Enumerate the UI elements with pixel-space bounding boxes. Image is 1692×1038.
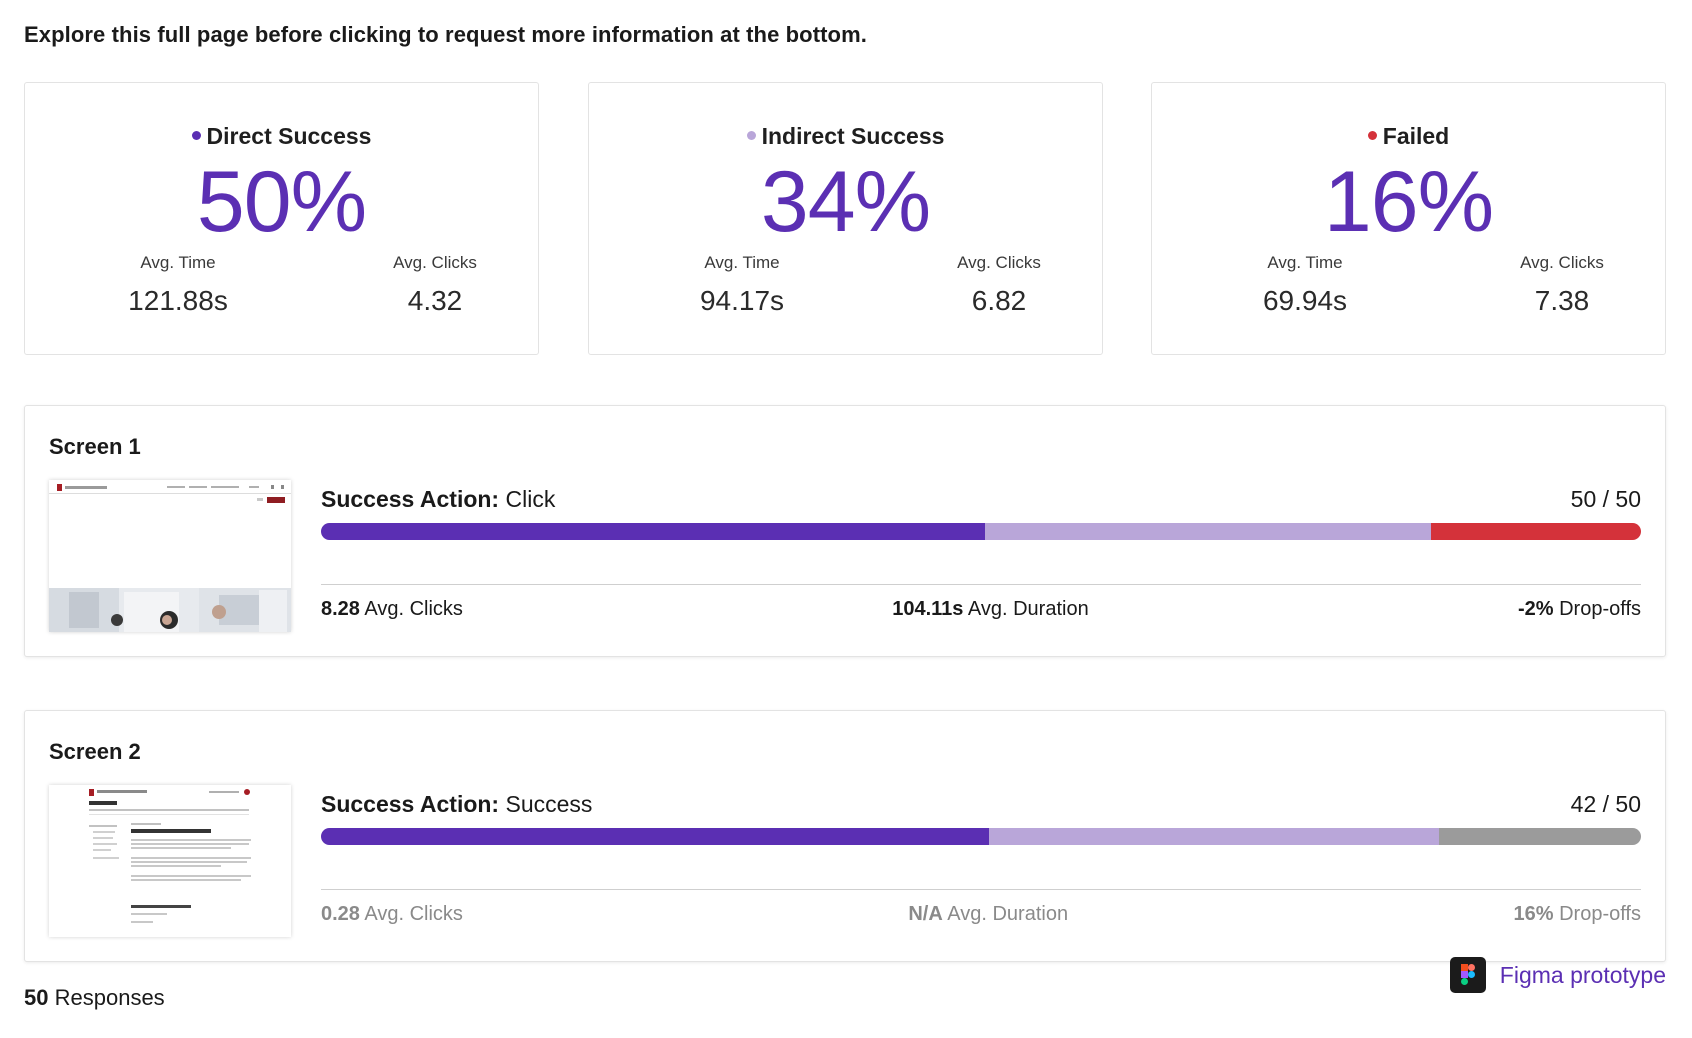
failed-dot-icon xyxy=(1367,131,1377,140)
avg-duration-stat: 104.11s Avg. Duration xyxy=(892,598,1088,621)
avg-clicks-value: 6.82 xyxy=(971,285,1027,316)
avg-time-metric: Avg. Time 69.94s xyxy=(1205,253,1405,317)
screen-card-1[interactable]: Screen 1 Success xyxy=(24,405,1666,657)
responses-total: 50 Responses xyxy=(24,985,165,1011)
success-action-prefix: Success Action: xyxy=(321,791,500,817)
response-count: 50 / 50 xyxy=(1570,486,1641,512)
avg-clicks-stat-value: 8.28 xyxy=(321,598,360,620)
stat-title-row: Failed xyxy=(1152,123,1665,150)
drop-offs-stat: 16% Drop-offs xyxy=(1514,903,1641,926)
screen-thumbnail[interactable] xyxy=(49,480,291,632)
screen-card-2[interactable]: Screen 2 xyxy=(24,710,1666,962)
responses-count: 50 xyxy=(24,985,49,1010)
avg-time-metric: Avg. Time 94.17s xyxy=(642,253,842,317)
avg-clicks-label: Avg. Clicks xyxy=(957,253,1041,272)
drop-offs-stat-label: Drop-offs xyxy=(1559,903,1641,925)
avg-duration-stat-value: 104.11s xyxy=(892,598,964,620)
success-action-value: Success xyxy=(505,791,593,817)
stat-card-failed: Failed 16% Avg. Time 69.94s Avg. Clicks … xyxy=(1151,82,1666,355)
avg-time-label: Avg. Time xyxy=(140,253,216,272)
avg-time-label: Avg. Time xyxy=(1267,253,1343,272)
success-action: Success Action: Click xyxy=(321,486,555,513)
avg-clicks-stat-label: Avg. Clicks xyxy=(364,903,463,925)
page-instruction: Explore this full page before clicking t… xyxy=(24,22,867,47)
screen-title: Screen 1 xyxy=(49,434,141,459)
drop-offs-stat: -2% Drop-offs xyxy=(1518,598,1641,621)
bar-segment-indirect xyxy=(988,828,1440,845)
result-bar xyxy=(321,523,1641,540)
screen-1-preview-image xyxy=(49,480,291,632)
drop-offs-stat-value: -2% xyxy=(1517,598,1554,620)
avg-clicks-stat-label: Avg. Clicks xyxy=(364,598,463,620)
indirect-success-dot-icon xyxy=(746,131,756,140)
response-count: 42 / 50 xyxy=(1570,791,1641,817)
figma-prototype-label[interactable]: Figma prototype xyxy=(1499,961,1666,988)
bar-segment-indirect xyxy=(984,523,1432,540)
success-action: Success Action: Success xyxy=(321,791,592,818)
bar-segment-dropoff xyxy=(1439,828,1641,845)
responses-label: Responses xyxy=(54,985,165,1010)
screen-2-preview-image xyxy=(49,785,291,937)
screen-stats: 0.28 Avg. Clicks N/A Avg. Duration 16% D… xyxy=(321,903,1641,926)
avg-time-value: 69.94s xyxy=(1262,285,1348,316)
avg-clicks-label: Avg. Clicks xyxy=(393,253,477,272)
avg-time-value: 94.17s xyxy=(699,285,785,316)
bar-segment-failed xyxy=(1431,523,1641,540)
success-action-value: Click xyxy=(505,486,556,512)
avg-clicks-stat: 0.28 Avg. Clicks xyxy=(321,903,463,926)
avg-duration-stat-value: N/A xyxy=(908,903,943,925)
stat-title: Failed xyxy=(1382,123,1450,149)
screen-stats: 8.28 Avg. Clicks 104.11s Avg. Duration -… xyxy=(321,598,1641,621)
avg-clicks-value: 4.32 xyxy=(407,285,463,316)
stat-percent: 16% xyxy=(1323,154,1494,250)
avg-clicks-stat: 8.28 Avg. Clicks xyxy=(321,598,463,621)
avg-clicks-metric: Avg. Clicks 6.82 xyxy=(899,253,1099,317)
avg-clicks-label: Avg. Clicks xyxy=(1520,253,1604,272)
avg-duration-stat-label: Avg. Duration xyxy=(947,903,1069,925)
stat-title: Indirect Success xyxy=(761,123,945,149)
direct-success-dot-icon xyxy=(191,131,201,140)
avg-time-value: 121.88s xyxy=(128,285,228,316)
avg-duration-stat: N/A Avg. Duration xyxy=(908,903,1068,926)
figma-logo-icon xyxy=(1449,957,1486,993)
stat-card-indirect-success: Indirect Success 34% Avg. Time 94.17s Av… xyxy=(588,82,1103,355)
drop-offs-stat-label: Drop-offs xyxy=(1559,598,1641,620)
drop-offs-stat-value: 16% xyxy=(1513,903,1554,925)
avg-clicks-metric: Avg. Clicks 7.38 xyxy=(1462,253,1662,317)
figma-prototype-link[interactable]: Figma prototype xyxy=(1449,957,1666,993)
divider xyxy=(321,889,1641,890)
avg-time-metric: Avg. Time 121.88s xyxy=(78,253,278,317)
stat-percent: 50% xyxy=(196,154,367,250)
avg-clicks-value: 7.38 xyxy=(1534,285,1590,316)
stat-title-row: Direct Success xyxy=(25,123,538,150)
screen-thumbnail[interactable] xyxy=(49,785,291,937)
stat-card-direct-success: Direct Success 50% Avg. Time 121.88s Avg… xyxy=(24,82,539,355)
avg-clicks-metric: Avg. Clicks 4.32 xyxy=(335,253,535,317)
bar-segment-direct xyxy=(321,523,985,540)
avg-time-label: Avg. Time xyxy=(704,253,780,272)
success-action-prefix: Success Action: xyxy=(321,486,500,512)
stat-title: Direct Success xyxy=(206,123,372,149)
screen-title: Screen 2 xyxy=(49,739,141,764)
avg-clicks-stat-value: 0.28 xyxy=(321,903,360,925)
divider xyxy=(321,584,1641,585)
bar-segment-direct xyxy=(321,828,989,845)
avg-duration-stat-label: Avg. Duration xyxy=(967,598,1089,620)
stat-title-row: Indirect Success xyxy=(589,123,1102,150)
stat-percent: 34% xyxy=(760,154,931,250)
result-bar xyxy=(321,828,1641,845)
